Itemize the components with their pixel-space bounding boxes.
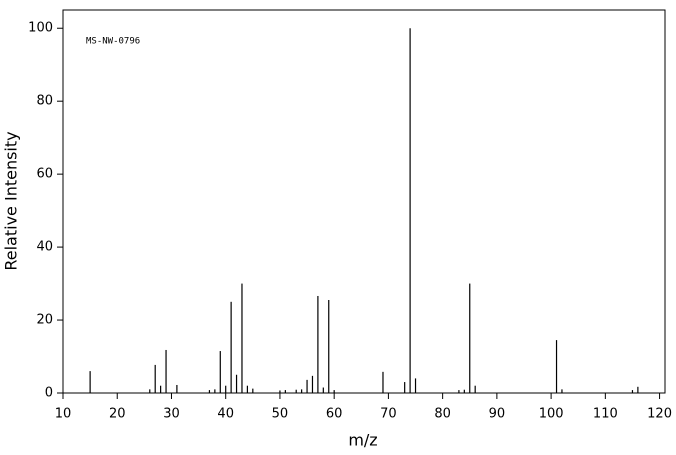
y-axis-label: Relative Intensity: [2, 131, 21, 270]
x-tick-label: 70: [380, 407, 397, 422]
y-tick-label: 60: [36, 167, 53, 182]
x-tick-label: 120: [647, 407, 672, 422]
x-tick-label: 40: [217, 407, 234, 422]
x-tick-label: 30: [163, 407, 180, 422]
x-tick-label: 100: [539, 407, 564, 422]
x-tick-label: 80: [434, 407, 451, 422]
x-tick-label: 10: [55, 407, 72, 422]
plot-frame: [62, 9, 666, 394]
x-tick-label: 20: [109, 407, 126, 422]
x-tick-label: 90: [489, 407, 506, 422]
y-tick-label: 20: [36, 313, 53, 328]
x-tick-label: 60: [326, 407, 343, 422]
y-tick-label: 40: [36, 240, 53, 255]
y-tick-label: 80: [36, 94, 53, 109]
annotation: MS-NW-0796: [86, 37, 140, 47]
y-tick-label: 100: [28, 21, 53, 36]
x-tick-label: 50: [272, 407, 289, 422]
x-tick-label: 110: [593, 407, 618, 422]
y-tick-label: 0: [45, 386, 53, 401]
x-axis-label: m/z: [348, 431, 377, 450]
